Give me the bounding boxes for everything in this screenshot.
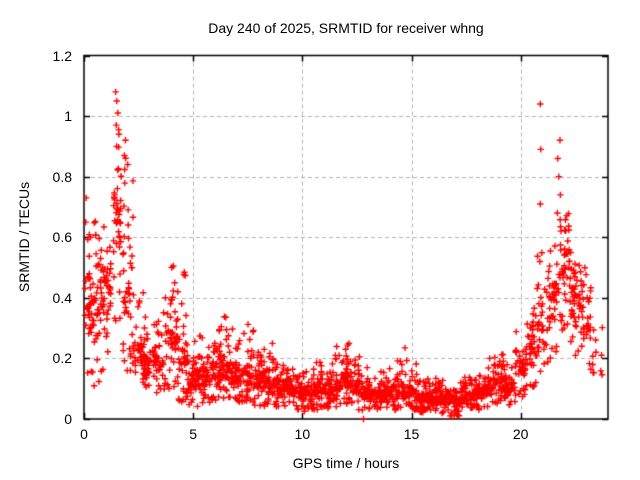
x-tick-label: 5: [189, 426, 198, 442]
x-tick-label: 10: [294, 426, 311, 442]
y-tick-label: 0.6: [52, 229, 72, 246]
y-tick-label: 0: [64, 411, 72, 427]
y-tick-label: 1: [64, 108, 72, 125]
chart-title: Day 240 of 2025, SRMTID for receiver whn…: [208, 20, 484, 36]
x-tick-label: 20: [512, 426, 529, 442]
x-tick-label: 15: [403, 426, 420, 442]
y-tick-label: 1.2: [52, 47, 72, 64]
x-tick-label: 0: [80, 426, 88, 442]
y-tick-label: 0.8: [52, 168, 72, 185]
y-tick-label: 0.4: [52, 289, 72, 306]
y-tick-label: 0.2: [52, 350, 72, 367]
x-axis-label: GPS time / hours: [292, 455, 400, 471]
